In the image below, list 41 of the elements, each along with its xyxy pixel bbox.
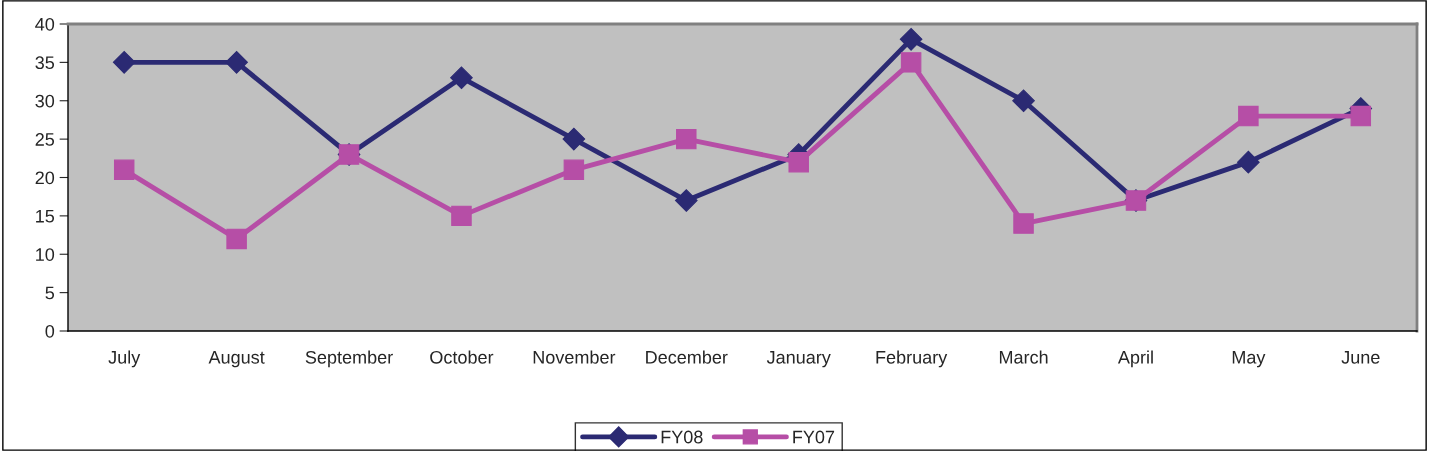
x-tick-label: March xyxy=(999,350,1048,364)
y-tick-label: 0 xyxy=(45,324,55,338)
point xyxy=(1238,105,1259,127)
y-tick-label: 30 xyxy=(35,94,55,108)
point xyxy=(676,128,697,150)
y-tick-label: 35 xyxy=(35,56,55,70)
y-tick-label: 5 xyxy=(45,286,55,300)
point xyxy=(226,228,247,250)
y-tick-label: 15 xyxy=(36,210,55,223)
x-tick-label: July xyxy=(108,350,141,368)
point xyxy=(225,51,248,74)
y-tick-label: 10 xyxy=(36,248,55,261)
y-tick-label: 40 xyxy=(35,17,55,31)
x-tick-label: January xyxy=(766,351,831,368)
y-tick-label: 20 xyxy=(35,171,55,185)
x-tick-label: June xyxy=(1341,351,1380,364)
point xyxy=(1350,105,1372,127)
point xyxy=(563,159,585,181)
point xyxy=(451,205,472,227)
point xyxy=(112,51,136,74)
legend-label: FY07 xyxy=(793,430,835,444)
point xyxy=(1012,89,1035,113)
y-tick-label: 25 xyxy=(35,133,55,146)
x-tick-label: September xyxy=(305,350,393,368)
x-tick-label: October xyxy=(430,350,494,364)
point xyxy=(1013,213,1034,234)
point xyxy=(562,127,586,151)
x-tick-label: April xyxy=(1117,350,1153,368)
x-tick-label: December xyxy=(646,350,728,364)
point xyxy=(899,28,923,51)
point xyxy=(788,151,809,173)
x-tick-label: August xyxy=(208,351,265,368)
x-tick-label: February xyxy=(876,350,948,368)
point xyxy=(450,66,473,90)
point xyxy=(900,52,922,73)
legend-label: FY08 xyxy=(661,430,703,444)
x-tick-label: November xyxy=(533,350,616,364)
point xyxy=(1237,150,1260,174)
point xyxy=(674,189,698,212)
point xyxy=(113,159,135,181)
x-tick-label: May xyxy=(1232,351,1266,368)
